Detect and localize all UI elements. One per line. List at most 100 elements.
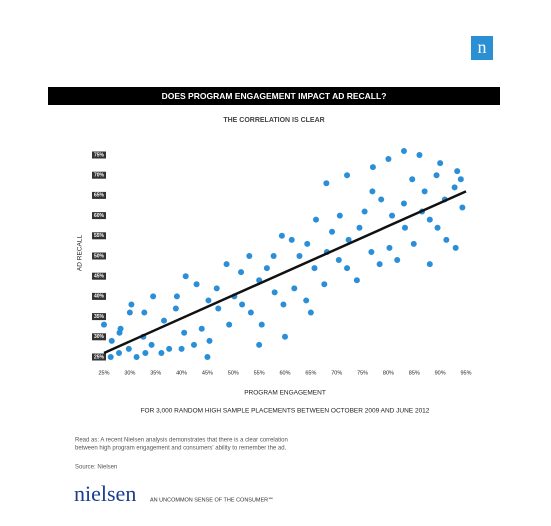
point <box>323 180 330 187</box>
point <box>304 240 311 247</box>
point <box>454 168 461 175</box>
y-tick-label: 65% <box>94 193 105 199</box>
point <box>247 309 254 316</box>
y-tick-label: 55% <box>94 233 105 239</box>
point <box>116 329 123 336</box>
x-tick-label: 60% <box>279 370 290 376</box>
point <box>190 341 197 348</box>
point <box>361 208 368 215</box>
point <box>291 285 298 292</box>
y-tick <box>92 252 106 260</box>
point <box>258 321 265 328</box>
point <box>434 224 441 231</box>
y-tick <box>92 292 106 300</box>
point <box>421 188 428 195</box>
point <box>452 244 459 251</box>
x-axis-label: PROGRAM ENGAGEMENT <box>244 390 326 397</box>
point <box>368 248 375 255</box>
point <box>150 293 157 300</box>
point <box>356 224 363 231</box>
point <box>386 244 393 251</box>
x-tick-label: 70% <box>331 370 342 376</box>
point <box>182 273 189 280</box>
x-tick-label: 30% <box>124 370 135 376</box>
point <box>193 281 200 288</box>
source: Source: Nielsen <box>75 465 117 471</box>
point <box>238 269 245 276</box>
point <box>125 345 132 352</box>
y-tick-label: 35% <box>94 314 105 320</box>
point <box>263 265 270 272</box>
point <box>172 305 179 312</box>
x-tick-label: 35% <box>150 370 161 376</box>
point <box>378 196 385 203</box>
point <box>158 349 165 356</box>
point <box>270 253 277 259</box>
trend-line <box>103 190 467 355</box>
point <box>223 261 230 268</box>
point <box>204 354 211 360</box>
point <box>443 236 450 243</box>
point <box>307 309 314 316</box>
point <box>353 277 360 284</box>
point <box>141 309 148 316</box>
x-tick-label: 65% <box>305 370 316 376</box>
point <box>344 172 351 179</box>
point <box>426 261 433 268</box>
footnote: FOR 3,000 RANDOM HIGH SAMPLE PLACEMENTS … <box>141 408 430 415</box>
point <box>215 305 222 312</box>
point <box>239 301 246 308</box>
point <box>166 345 173 352</box>
point <box>160 317 167 324</box>
x-tick-label: 80% <box>383 370 394 376</box>
y-tick-label: 50% <box>94 253 105 259</box>
point <box>173 293 180 300</box>
x-tick-label: 55% <box>254 370 265 376</box>
x-tick-label: 90% <box>435 370 446 376</box>
point <box>385 156 392 163</box>
point <box>288 236 295 243</box>
point <box>369 164 376 171</box>
x-tick-label: 50% <box>228 370 239 376</box>
point <box>280 301 287 308</box>
point <box>271 289 278 296</box>
x-tick-label: 85% <box>409 370 420 376</box>
point <box>107 354 114 360</box>
y-tick <box>92 212 106 220</box>
point <box>278 232 285 239</box>
point <box>256 341 263 348</box>
y-tick-label: 60% <box>94 213 105 219</box>
point <box>400 200 407 207</box>
point <box>376 261 383 268</box>
point <box>416 152 423 158</box>
read-as: between high program engagement and cons… <box>75 446 287 452</box>
point <box>321 281 328 288</box>
y-axis-label: AD RECALL <box>77 235 84 272</box>
point <box>303 297 310 304</box>
point <box>213 285 220 292</box>
x-tick-label: 40% <box>176 370 187 376</box>
logo-box <box>471 36 493 60</box>
point <box>142 349 149 356</box>
point <box>206 337 213 344</box>
x-tick-label: 95% <box>460 370 471 376</box>
point <box>101 321 107 328</box>
point <box>226 321 233 328</box>
point <box>311 265 318 272</box>
y-tick-label: 70% <box>94 173 105 179</box>
point <box>329 228 336 235</box>
chart-title: DOES PROGRAM ENGAGEMENT IMPACT AD RECALL… <box>162 91 387 101</box>
point <box>369 188 376 195</box>
point <box>205 297 212 304</box>
point <box>313 216 320 223</box>
y-tick <box>92 191 106 199</box>
point <box>128 301 135 308</box>
tagline: AN UNCOMMON SENSE OF THE CONSUMER℠ <box>150 496 274 503</box>
point <box>335 257 342 264</box>
point <box>401 224 408 231</box>
point <box>178 345 185 352</box>
point <box>126 309 133 316</box>
point <box>457 176 464 183</box>
point <box>389 212 396 219</box>
y-tick-label: 30% <box>94 334 105 340</box>
